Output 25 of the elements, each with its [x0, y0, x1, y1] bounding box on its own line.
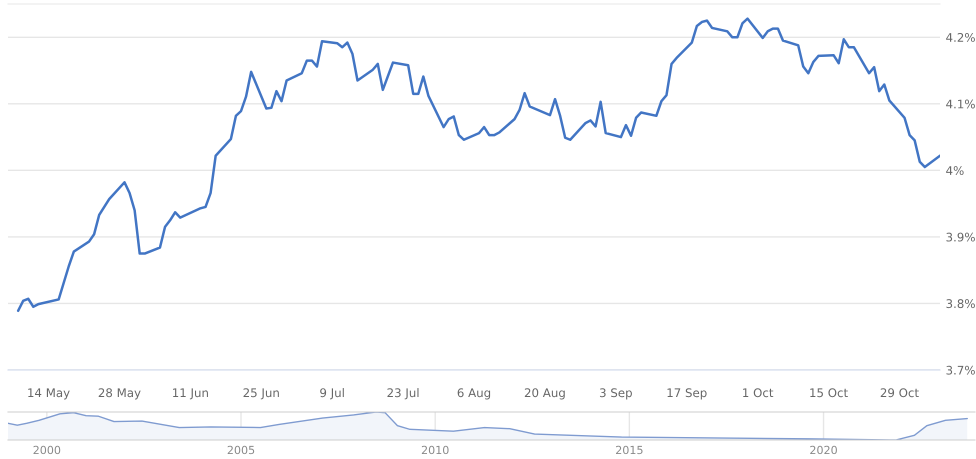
x-tick-label: 20 Aug [524, 388, 565, 400]
x-tick-label: 1 Oct [743, 388, 774, 398]
x-tick-label: 2010 [422, 446, 449, 454]
y-tick-label: 3.8% [946, 299, 975, 308]
x-tick-label: 14 May [28, 388, 70, 400]
x-tick-label: 15 Oct [810, 388, 848, 398]
line-series [16, 17, 940, 312]
x-tick-label: 6 Aug [458, 388, 490, 400]
x-tick-label: 29 Oct [880, 388, 919, 398]
x-tick-label: 2005 [228, 446, 254, 454]
x-tick-label: 3 Sep [600, 388, 632, 400]
y-tick-label: 3.9% [946, 232, 975, 242]
x-tick-label: 11 Jun [173, 388, 208, 400]
x-tick-label: 17 Sep [668, 388, 707, 400]
y-tick-label: 4% [946, 166, 964, 176]
x-tick-label: 23 Jul [387, 388, 418, 400]
y-tick-label: 3.7% [946, 366, 975, 375]
x-tick-label: 25 Jun [244, 388, 279, 400]
x-tick-label: 28 May [98, 388, 141, 400]
x-tick-label: 2020 [810, 446, 837, 454]
x-tick-label: 9 Jul [320, 388, 344, 400]
x-tick-label: 2000 [34, 446, 60, 454]
y-tick-label: 4.2% [946, 32, 975, 42]
x-tick-label: 2015 [616, 446, 643, 454]
y-tick-label: 4.1% [946, 100, 975, 108]
